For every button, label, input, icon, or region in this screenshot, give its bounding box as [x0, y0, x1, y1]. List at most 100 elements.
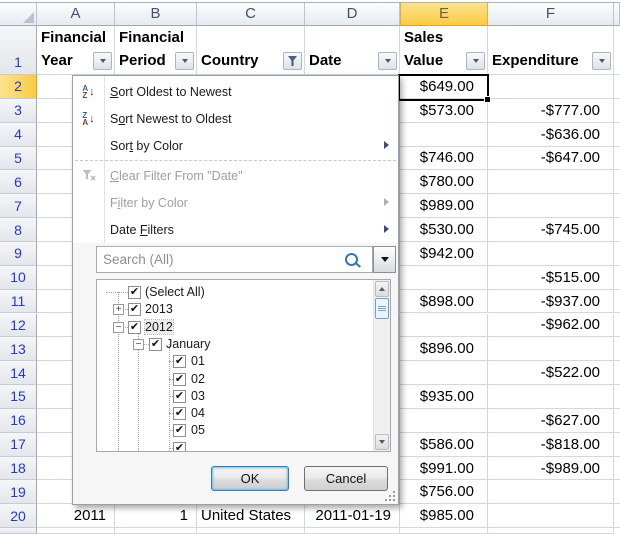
row-header-16[interactable]: 16 [0, 408, 37, 433]
filter-button-A[interactable] [93, 52, 112, 70]
checkbox-(Select All)[interactable]: ✔ [128, 286, 141, 299]
checkbox-2013[interactable]: ✔ [128, 303, 141, 317]
column-header-C[interactable]: C [197, 2, 305, 26]
cell-E18[interactable]: $991.00 [400, 456, 488, 481]
row-header-18[interactable]: 18 [0, 456, 37, 481]
select-all-corner[interactable] [0, 2, 37, 26]
tree-item-(Select All)[interactable]: (Select All) [145, 285, 205, 299]
row-header-12[interactable]: 12 [0, 313, 37, 338]
row-header-3[interactable]: 3 [0, 98, 37, 123]
tree-item-03[interactable]: 03 [191, 388, 205, 403]
filter-button-F[interactable] [592, 52, 611, 70]
search-input[interactable] [96, 246, 373, 273]
cell-F18[interactable]: -$989.00 [488, 456, 614, 481]
cell-E8[interactable]: $530.00 [400, 218, 488, 242]
row-header-19[interactable]: 19 [0, 480, 37, 505]
cell-E2[interactable]: $649.00 [400, 75, 488, 99]
row-header-2[interactable]: 2 [0, 75, 37, 99]
menu-item-date-filters[interactable]: Date Filters [73, 216, 398, 243]
cell-E16[interactable] [400, 408, 488, 433]
row-header-15[interactable]: 15 [0, 385, 37, 409]
row-header-20[interactable]: 20 [0, 504, 37, 529]
row-header-4[interactable]: 4 [0, 122, 37, 147]
checkbox-01[interactable]: ✔ [173, 355, 186, 369]
cell-F12[interactable]: -$962.00 [488, 313, 614, 338]
tree-item-January[interactable]: January [166, 336, 211, 351]
cell-E12[interactable] [400, 313, 488, 338]
cell-E7[interactable]: $989.00 [400, 194, 488, 219]
cell-E14[interactable] [400, 361, 488, 386]
collapse-minus-icon[interactable]: − [113, 321, 124, 333]
expand-plus-icon[interactable]: + [113, 304, 124, 316]
checkbox-03[interactable]: ✔ [173, 389, 186, 403]
row-header-10[interactable]: 10 [0, 265, 37, 290]
cell-F14[interactable]: -$522.00 [488, 361, 614, 386]
cell-E20[interactable]: $985.00 [400, 504, 488, 529]
row-header-13[interactable]: 13 [0, 337, 37, 362]
tree-item-01[interactable]: 01 [191, 354, 205, 369]
menu-item-clear-filter[interactable]: ✕ Clear Filter From "Date" [73, 162, 398, 189]
cell-E5[interactable]: $746.00 [400, 146, 488, 171]
menu-item-sort-by-color[interactable]: Sort by Color [73, 132, 398, 159]
filter-button-D[interactable] [378, 52, 397, 70]
filter-button-B[interactable] [175, 52, 194, 70]
cell-F17[interactable]: -$818.00 [488, 432, 614, 457]
cell-E10[interactable] [400, 265, 488, 290]
menu-item-filter-by-color[interactable]: Filter by Color [73, 189, 398, 216]
column-header-B[interactable]: B [115, 2, 197, 26]
cell-F5[interactable]: -$647.00 [488, 146, 614, 171]
cell-E13[interactable]: $896.00 [400, 337, 488, 362]
scroll-down-button[interactable] [375, 434, 389, 450]
row-header-7[interactable]: 7 [0, 194, 37, 219]
checkbox-2012[interactable]: ✔ [128, 320, 141, 334]
scrollbar-thumb[interactable] [375, 298, 389, 319]
cell-E19[interactable]: $756.00 [400, 480, 488, 505]
cell-C20[interactable]: United States [197, 504, 305, 529]
menu-item-sort-newest[interactable]: Z A ↓ Sort Newest to Oldest [73, 105, 398, 132]
filter-button-C[interactable] [283, 52, 302, 70]
resize-grip[interactable] [385, 491, 395, 501]
row-header-5[interactable]: 5 [0, 146, 37, 171]
cell-E9[interactable]: $942.00 [400, 241, 488, 266]
checkbox-04[interactable]: ✔ [173, 407, 186, 421]
tree-item-04[interactable]: 04 [191, 406, 205, 421]
cell-F7[interactable] [488, 194, 614, 219]
cell-F19[interactable] [488, 480, 614, 505]
cell-D20[interactable]: 2011-01-19 [305, 504, 400, 529]
cell-E6[interactable]: $780.00 [400, 170, 488, 195]
cell-F11[interactable]: -$937.00 [488, 289, 614, 314]
row-header-14[interactable]: 14 [0, 361, 37, 386]
menu-item-sort-oldest[interactable]: A Z ↓ Sort Oldest to Newest [73, 78, 398, 105]
collapse-minus-icon[interactable]: − [133, 338, 144, 350]
cell-F9[interactable] [488, 241, 614, 266]
checkbox-January[interactable]: ✔ [149, 337, 162, 351]
row-header-6[interactable]: 6 [0, 170, 37, 195]
ok-button[interactable]: OK [211, 466, 289, 491]
cell-F15[interactable] [488, 385, 614, 409]
row-header-11[interactable]: 11 [0, 289, 37, 314]
cell-F13[interactable] [488, 337, 614, 362]
column-header-A[interactable]: A [37, 2, 115, 26]
row-header-9[interactable]: 9 [0, 241, 37, 266]
cell-F6[interactable] [488, 170, 614, 195]
cell-A20[interactable]: 2011 [37, 504, 115, 529]
cell-F20[interactable] [488, 504, 614, 529]
column-header-F[interactable]: F [488, 2, 614, 26]
cell-F3[interactable]: -$777.00 [488, 98, 614, 123]
row-header-1[interactable]: 1 [0, 26, 37, 75]
checkbox-partial[interactable]: ✔ [173, 441, 186, 451]
tree-scrollbar[interactable] [373, 280, 390, 451]
cell-E17[interactable]: $586.00 [400, 432, 488, 457]
cell-F8[interactable]: -$745.00 [488, 218, 614, 242]
cell-E11[interactable]: $898.00 [400, 289, 488, 314]
cell-F4[interactable]: -$636.00 [488, 122, 614, 147]
checkbox-05[interactable]: ✔ [173, 424, 186, 438]
cell-F2[interactable] [488, 75, 614, 99]
cell-B20[interactable]: 1 [115, 504, 197, 529]
column-header-D[interactable]: D [305, 2, 400, 26]
cell-E4[interactable] [400, 122, 488, 147]
cell-E15[interactable]: $935.00 [400, 385, 488, 409]
cancel-button[interactable]: Cancel [304, 466, 388, 491]
search-dropdown-button[interactable] [373, 246, 396, 273]
row-header-17[interactable]: 17 [0, 432, 37, 457]
